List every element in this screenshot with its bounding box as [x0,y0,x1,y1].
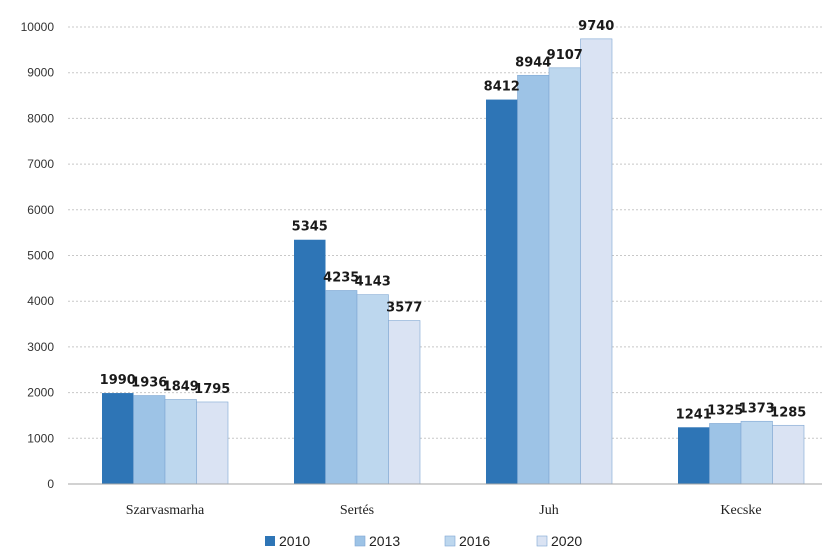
data-label: 4143 [355,275,391,290]
bar-2020-kecske [772,424,805,485]
x-category-label: Sertés [340,503,374,518]
y-tick-label: 1000 [27,431,54,445]
data-label: 1285 [770,405,806,420]
bar-2013-szarvasmarha [133,395,166,485]
bar-2020-juh [580,38,613,485]
data-label: 3577 [386,301,422,316]
bar-2016-kecske [740,420,773,485]
y-tick-label: 6000 [27,203,54,217]
data-label: 1373 [739,401,775,416]
data-label: 1990 [100,373,136,388]
bar-2010-kecske [678,427,710,484]
y-tick-label: 8000 [27,111,54,125]
data-label: 1795 [194,382,230,397]
gridlines [68,26,822,439]
bar-2016-juh [548,67,581,485]
y-tick-label: 3000 [27,340,54,354]
x-category-label: Juh [539,503,558,518]
bar-2010-sertés [294,239,326,484]
data-label: 9740 [578,19,614,34]
bar-2013-sertés [325,290,358,485]
legend-swatch-2013 [354,535,366,547]
data-label: 4235 [323,270,359,285]
data-label: 8412 [484,80,520,95]
y-axis: 0 1000 2000 3000 4000 5000 6000 7000 8000 9000 100… [21,20,55,491]
x-category-label: Szarvasmarha [126,503,205,518]
legend-label: 2013 [369,533,400,549]
data-label: 1325 [707,403,743,418]
y-tick-label: 9000 [27,66,54,80]
data-label: 1849 [163,380,199,395]
legend-label: 2010 [279,533,310,549]
y-tick-label: 10000 [21,20,55,34]
bar-2010-juh [486,99,518,485]
y-tick-label: 4000 [27,294,54,308]
data-label: 1936 [131,376,167,391]
legend-swatch-2010 [265,536,275,546]
bar-2010-szarvasmarha [102,393,134,484]
legend-label: 2020 [551,533,582,549]
bar-2013-juh [517,74,550,485]
data-label: 9107 [547,48,583,63]
bar-2020-sertés [388,320,421,485]
y-tick-label: 5000 [27,249,54,263]
x-category-label: Kecske [720,503,761,518]
y-tick-label: 7000 [27,157,54,171]
x-axis: Szarvasmarha Sertés Juh Kecske [68,483,822,518]
bars [102,38,805,485]
bar-2020-szarvasmarha [196,401,229,485]
data-label: 1241 [676,407,712,422]
legend: 2010 2013 2016 2020 [265,533,582,549]
bar-2013-kecske [709,423,742,485]
bar-2016-sertés [356,294,389,485]
legend-swatch-2020 [536,535,548,547]
data-label: 8944 [515,55,551,70]
legend-label: 2016 [459,533,490,549]
legend-swatch-2016 [444,535,456,547]
bar-2016-szarvasmarha [164,399,197,485]
data-label: 5345 [292,220,328,235]
y-tick-label: 2000 [27,386,54,400]
y-tick-label: 0 [47,477,54,491]
